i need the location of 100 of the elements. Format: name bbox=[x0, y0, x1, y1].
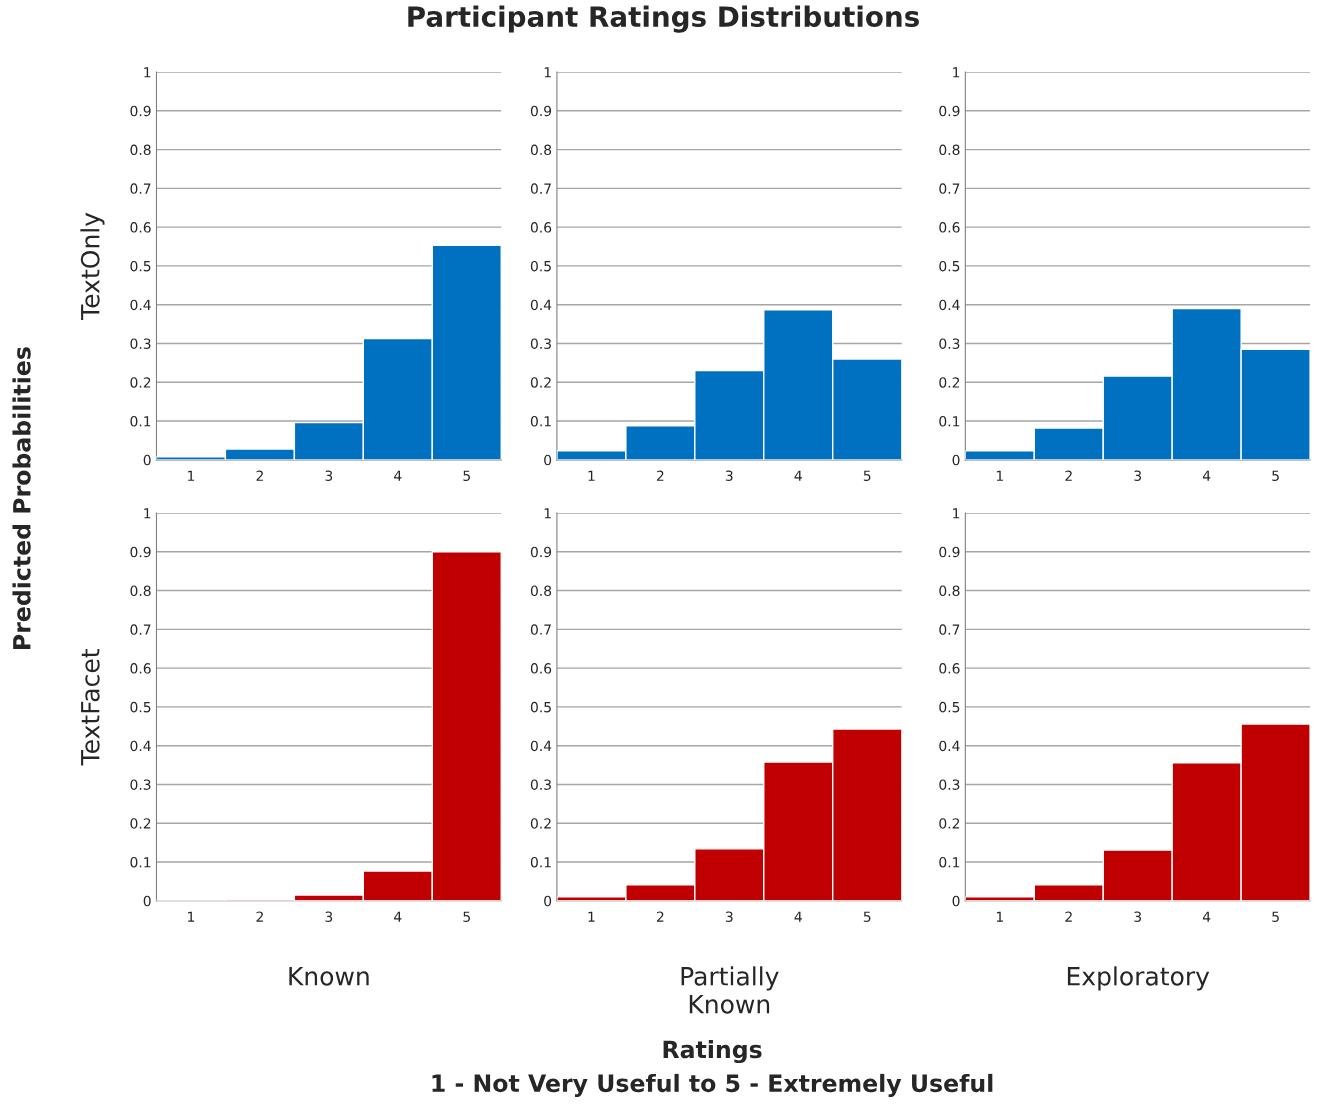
x-axis-title: Exploratory bbox=[1067, 966, 1210, 991]
x-tick-label: 5 bbox=[1272, 470, 1279, 481]
x-tick-label: 4 bbox=[394, 911, 402, 922]
y-tick-label: 0.5 bbox=[530, 701, 551, 713]
y-tick-label: 0.1 bbox=[939, 856, 960, 868]
x-tick-label: 1 bbox=[588, 470, 595, 481]
y-tick-label: 0.6 bbox=[530, 222, 552, 233]
y-tick-label: 0.5 bbox=[530, 260, 551, 272]
y-tick-label: 0.4 bbox=[530, 299, 552, 311]
y-tick-label: 1 bbox=[144, 508, 151, 519]
y-tick-label: 0.6 bbox=[939, 663, 960, 674]
y-tick-label: 0.8 bbox=[939, 144, 960, 156]
y-tick-label: 0.9 bbox=[130, 105, 151, 117]
y-tick-label: 0.4 bbox=[530, 740, 552, 752]
y-tick-label: 0.8 bbox=[530, 144, 552, 156]
y-tick-label: 0.2 bbox=[530, 818, 551, 829]
x-tick-label: 3 bbox=[725, 470, 733, 481]
y-tick-label: 0.8 bbox=[130, 585, 151, 597]
x-tick-label: 4 bbox=[794, 911, 802, 922]
y-tick-label: 0 bbox=[544, 895, 552, 907]
y-tick-label: 0.5 bbox=[130, 701, 151, 713]
y-tick-label: 0.4 bbox=[939, 299, 960, 311]
x-tick-label: 2 bbox=[656, 470, 664, 481]
x-tick-label: 1 bbox=[996, 470, 1003, 481]
x-tick-label: 2 bbox=[1065, 470, 1072, 481]
x-tick-label: 1 bbox=[188, 470, 195, 481]
text: Ratings 1 - Not Very Useful to 5 - Extremely Useful bbox=[432, 1040, 993, 1097]
y-tick-label: 0.5 bbox=[939, 260, 960, 272]
y-tick-label: 1 bbox=[144, 67, 151, 78]
y-tick-label: 0 bbox=[544, 454, 552, 466]
y-tick-label: 0.1 bbox=[530, 416, 551, 427]
y-tick-label: 0.7 bbox=[130, 183, 151, 194]
y-tick-label: 0.9 bbox=[939, 546, 960, 558]
y-axis-title: TextFacet bbox=[81, 649, 100, 766]
y-tick-label: 0.7 bbox=[939, 183, 960, 194]
x-tick-label: 5 bbox=[863, 470, 871, 481]
y-tick-label: 1 bbox=[544, 508, 551, 519]
x-tick-label: 4 bbox=[394, 470, 402, 481]
y-tick-label: 0.9 bbox=[130, 546, 151, 558]
y-tick-label: 0.2 bbox=[130, 818, 151, 829]
x-tick-label: 1 bbox=[996, 911, 1003, 922]
x-tick-label: 5 bbox=[463, 470, 470, 481]
y-tick-label: 0.3 bbox=[130, 779, 151, 790]
y-tick-label: 0.1 bbox=[939, 416, 960, 427]
y-tick-label: 0 bbox=[952, 895, 960, 907]
x-tick-label: 3 bbox=[325, 911, 333, 922]
x-tick-label: 5 bbox=[463, 911, 470, 922]
y-tick-label: 0.1 bbox=[530, 856, 551, 868]
x-tick-label: 4 bbox=[1202, 470, 1211, 481]
y-tick-label: 0.8 bbox=[939, 585, 960, 597]
y-tick-label: 0.3 bbox=[939, 779, 960, 790]
x-tick-label: 4 bbox=[794, 470, 802, 481]
x-tick-label: 5 bbox=[863, 911, 871, 922]
text: Predicted Probabilities bbox=[12, 347, 31, 649]
y-tick-label: 0.7 bbox=[939, 624, 960, 635]
x-tick-label: 2 bbox=[656, 911, 664, 922]
y-tick-label: 1 bbox=[544, 67, 551, 78]
x-tick-label: 1 bbox=[188, 911, 195, 922]
x-tick-label: 3 bbox=[1134, 911, 1142, 922]
x-tick-label: 2 bbox=[1065, 911, 1072, 922]
y-axis-title: TextOnly bbox=[80, 212, 105, 320]
y-tick-label: 1 bbox=[953, 508, 960, 519]
y-tick-label: 0.8 bbox=[130, 144, 151, 156]
x-axis-title: Partially Known bbox=[681, 966, 779, 1014]
y-tick-label: 0.4 bbox=[130, 740, 151, 752]
y-tick-label: 0.2 bbox=[939, 818, 960, 829]
y-tick-label: 0.1 bbox=[130, 416, 151, 427]
y-tick-label: 0.9 bbox=[530, 105, 552, 117]
y-tick-label: 0.3 bbox=[530, 779, 551, 790]
y-tick-label: 0.2 bbox=[939, 377, 960, 388]
y-tick-label: 0 bbox=[143, 895, 151, 907]
y-tick-label: 0.6 bbox=[939, 222, 960, 233]
y-tick-label: 0.5 bbox=[939, 701, 960, 713]
y-tick-label: 0 bbox=[143, 454, 151, 466]
text: Participant Ratings Distributions bbox=[408, 5, 919, 33]
x-tick-label: 2 bbox=[256, 470, 263, 481]
x-tick-label: 5 bbox=[1272, 911, 1279, 922]
x-axis-title: Known bbox=[289, 967, 369, 986]
x-tick-label: 1 bbox=[588, 911, 595, 922]
y-tick-label: 0.3 bbox=[939, 338, 960, 349]
y-tick-label: 0.2 bbox=[130, 377, 151, 388]
x-tick-label: 4 bbox=[1202, 911, 1211, 922]
x-tick-label: 3 bbox=[325, 470, 333, 481]
y-tick-label: 0.6 bbox=[130, 222, 151, 233]
y-tick-label: 0.4 bbox=[130, 299, 151, 311]
y-tick-label: 0 bbox=[952, 454, 960, 466]
y-tick-label: 0.6 bbox=[530, 663, 552, 674]
y-tick-label: 0.6 bbox=[130, 663, 151, 674]
x-tick-label: 2 bbox=[256, 911, 263, 922]
y-tick-label: 0.9 bbox=[939, 105, 960, 117]
x-tick-label: 3 bbox=[1134, 470, 1142, 481]
y-tick-label: 0.9 bbox=[530, 546, 552, 558]
y-tick-label: 0.5 bbox=[130, 260, 151, 272]
y-tick-label: 0.3 bbox=[130, 338, 151, 349]
x-tick-label: 3 bbox=[725, 911, 733, 922]
y-tick-label: 0.4 bbox=[939, 740, 960, 752]
y-tick-label: 0.1 bbox=[130, 856, 151, 868]
y-tick-label: 0.7 bbox=[130, 624, 151, 635]
y-tick-label: 0.7 bbox=[530, 624, 551, 635]
y-tick-label: 0.8 bbox=[530, 585, 552, 597]
